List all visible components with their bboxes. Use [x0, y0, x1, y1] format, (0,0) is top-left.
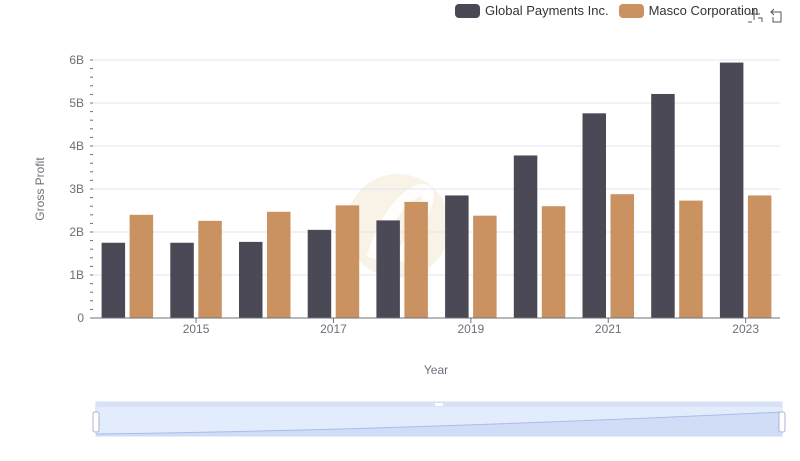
legend-swatch-global-payments: [455, 3, 480, 18]
bar-masco-2020: [541, 206, 566, 318]
slider-preview-line: [95, 411, 783, 435]
x-tick-label: 2023: [732, 322, 759, 336]
y-axis-title: Gross Profit: [33, 157, 47, 221]
data-zoom-slider[interactable]: [92, 401, 786, 437]
bar-global-payments-2020: [513, 155, 538, 318]
bar-global-payments-2019: [445, 195, 469, 318]
y-tick-label: 6B: [69, 53, 84, 67]
slider-handle-right: [778, 411, 786, 433]
bar-masco-2019: [473, 215, 497, 318]
bar-global-payments-2014: [101, 242, 126, 318]
bar-global-payments-2017: [307, 229, 332, 318]
slider-preview-area: [96, 412, 782, 436]
x-tick-label: 2019: [457, 322, 484, 336]
legend-label-masco: Masco Corporation: [648, 3, 759, 18]
bar-global-payments-2022: [651, 93, 675, 318]
bar-masco-2017: [335, 205, 360, 318]
bar-masco-2023: [747, 195, 772, 318]
bar-global-payments-2021: [582, 113, 606, 318]
slider-drag-grip: [435, 403, 443, 406]
y-tick-label: 4B: [69, 139, 84, 153]
bar-global-payments-2018: [376, 220, 400, 318]
y-minor-ticks: [90, 59, 93, 319]
zoom-reset-icon[interactable]: [769, 6, 787, 24]
y-tick-label: 0: [77, 311, 84, 325]
bar-masco-2022: [679, 200, 703, 318]
legend-item-masco[interactable]: Masco Corporation: [618, 3, 759, 18]
y-tick-labels: 0 1B 2B 3B 4B 5B 6B: [69, 53, 84, 325]
x-axis-title: Year: [424, 363, 448, 377]
y-tick-label: 3B: [69, 182, 84, 196]
zoom-icon[interactable]: [746, 6, 764, 24]
bar-masco-2021: [610, 194, 634, 318]
x-tick-label: 2017: [320, 322, 347, 336]
bar-global-payments-2015: [170, 242, 194, 318]
bar-global-payments-2016: [239, 241, 263, 318]
bar-masco-2016: [267, 211, 291, 318]
legend-item-global-payments[interactable]: Global Payments Inc.: [455, 3, 609, 18]
bar-masco-2014: [129, 214, 154, 318]
x-tick-labels: 2015 2017 2019 2021 2023: [183, 322, 760, 336]
y-tick-label: 2B: [69, 225, 84, 239]
y-tick-label: 5B: [69, 96, 84, 110]
slider-handle-left: [92, 411, 100, 433]
x-tick-label: 2015: [183, 322, 210, 336]
legend-label-global-payments: Global Payments Inc.: [485, 3, 609, 18]
legend-swatch-masco: [618, 3, 644, 18]
legend: Global Payments Inc. Masco Corporation: [455, 3, 768, 18]
bar-masco-2015: [198, 220, 222, 318]
axes: [93, 317, 780, 323]
x-tick-label: 2021: [595, 322, 622, 336]
y-tick-label: 1B: [69, 268, 84, 282]
toolbox: [746, 6, 792, 24]
bar-global-payments-2023: [719, 62, 744, 318]
bars: [101, 62, 772, 318]
bar-masco-2018: [404, 201, 428, 318]
